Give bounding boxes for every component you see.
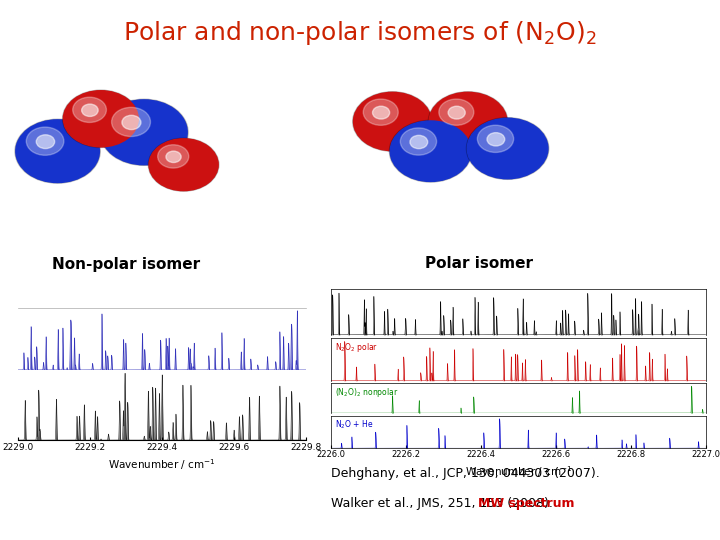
Circle shape	[63, 90, 139, 147]
Text: Dehghany, et al., JCP, 130, 044303 (2007).: Dehghany, et al., JCP, 130, 044303 (2007…	[331, 467, 600, 480]
Circle shape	[166, 151, 181, 163]
Text: N$_2$O + He: N$_2$O + He	[335, 418, 374, 431]
Text: (N$_2$O)$_2$ nonpolar: (N$_2$O)$_2$ nonpolar	[335, 386, 398, 399]
Circle shape	[467, 118, 549, 179]
Circle shape	[467, 118, 548, 179]
Circle shape	[477, 125, 513, 152]
Text: Polar and non-polar isomers of (N$_2$O)$_2$: Polar and non-polar isomers of (N$_2$O)$…	[123, 19, 597, 47]
Circle shape	[354, 92, 431, 151]
Circle shape	[15, 119, 100, 183]
Circle shape	[100, 99, 188, 165]
Circle shape	[27, 127, 64, 156]
Circle shape	[63, 91, 138, 147]
Circle shape	[390, 121, 471, 181]
Text: Non-polar isomer: Non-polar isomer	[52, 256, 200, 272]
Circle shape	[158, 145, 189, 168]
Circle shape	[410, 136, 428, 148]
Circle shape	[36, 135, 55, 148]
Circle shape	[364, 99, 398, 125]
Text: Polar isomer: Polar isomer	[425, 256, 533, 272]
Circle shape	[429, 92, 507, 151]
Circle shape	[148, 138, 219, 191]
Text: MW spectrum: MW spectrum	[477, 497, 574, 510]
Circle shape	[448, 106, 465, 119]
Text: Walker et al., JMS, 251, 153 (2008).: Walker et al., JMS, 251, 153 (2008).	[331, 497, 561, 510]
Circle shape	[122, 116, 141, 130]
Circle shape	[372, 106, 390, 119]
Circle shape	[353, 92, 432, 151]
Circle shape	[149, 139, 218, 191]
Circle shape	[81, 104, 98, 117]
Circle shape	[73, 97, 107, 123]
X-axis label: Wavenumber / cm$^{-1}$: Wavenumber / cm$^{-1}$	[464, 464, 572, 479]
X-axis label: Wavenumber / cm$^{-1}$: Wavenumber / cm$^{-1}$	[108, 457, 216, 472]
Circle shape	[428, 92, 508, 151]
Circle shape	[112, 107, 150, 137]
Circle shape	[390, 120, 472, 182]
Circle shape	[439, 99, 474, 125]
Circle shape	[101, 100, 187, 165]
Circle shape	[400, 128, 436, 155]
Circle shape	[16, 120, 99, 183]
Text: N$_2$O$_2$ polar: N$_2$O$_2$ polar	[335, 341, 378, 354]
Circle shape	[487, 133, 505, 146]
